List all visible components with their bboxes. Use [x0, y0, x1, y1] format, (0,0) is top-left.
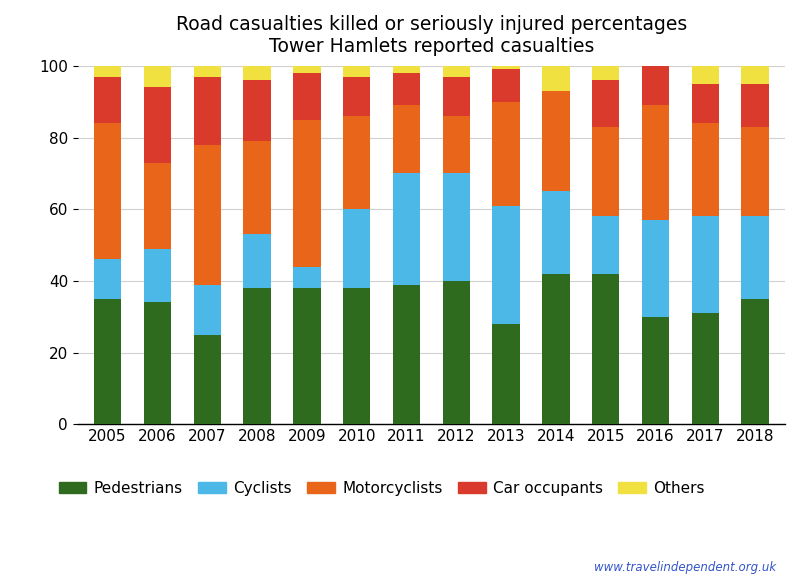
- Bar: [94, 123, 122, 259]
- Bar: [343, 66, 370, 77]
- Bar: [692, 313, 719, 425]
- Bar: [293, 119, 321, 267]
- Title: Road casualties killed or seriously injured percentages
Tower Hamlets reported c: Road casualties killed or seriously inju…: [176, 15, 687, 56]
- Bar: [692, 123, 719, 216]
- Bar: [542, 91, 570, 191]
- Text: www.travelindependent.org.uk: www.travelindependent.org.uk: [594, 561, 776, 574]
- Bar: [293, 267, 321, 288]
- Bar: [492, 70, 520, 101]
- Bar: [94, 77, 122, 123]
- Bar: [642, 220, 669, 317]
- Bar: [742, 299, 769, 425]
- Bar: [592, 127, 619, 216]
- Bar: [393, 66, 420, 73]
- Bar: [94, 259, 122, 299]
- Bar: [492, 324, 520, 425]
- Bar: [742, 216, 769, 299]
- Bar: [343, 77, 370, 116]
- Bar: [144, 249, 171, 303]
- Bar: [642, 106, 669, 220]
- Bar: [692, 84, 719, 123]
- Bar: [393, 73, 420, 106]
- Bar: [194, 145, 221, 285]
- Bar: [492, 66, 520, 70]
- Bar: [742, 66, 769, 84]
- Bar: [194, 66, 221, 77]
- Bar: [343, 116, 370, 209]
- Bar: [492, 102, 520, 206]
- Bar: [692, 66, 719, 84]
- Bar: [144, 66, 171, 88]
- Bar: [442, 281, 470, 425]
- Bar: [393, 285, 420, 425]
- Bar: [642, 317, 669, 425]
- Bar: [442, 77, 470, 116]
- Bar: [194, 335, 221, 425]
- Bar: [742, 84, 769, 127]
- Bar: [442, 173, 470, 281]
- Bar: [243, 141, 270, 234]
- Bar: [442, 116, 470, 173]
- Bar: [542, 274, 570, 425]
- Bar: [243, 234, 270, 288]
- Bar: [94, 299, 122, 425]
- Bar: [642, 66, 669, 106]
- Bar: [243, 66, 270, 80]
- Bar: [293, 66, 321, 73]
- Bar: [393, 106, 420, 173]
- Bar: [393, 173, 420, 285]
- Bar: [343, 288, 370, 425]
- Bar: [542, 191, 570, 274]
- Bar: [94, 66, 122, 77]
- Bar: [194, 77, 221, 145]
- Bar: [194, 285, 221, 335]
- Bar: [144, 162, 171, 249]
- Bar: [542, 66, 570, 91]
- Bar: [692, 216, 719, 313]
- Bar: [592, 274, 619, 425]
- Bar: [144, 303, 171, 425]
- Bar: [293, 73, 321, 119]
- Bar: [243, 80, 270, 141]
- Bar: [592, 216, 619, 274]
- Bar: [592, 66, 619, 80]
- Bar: [492, 206, 520, 324]
- Bar: [442, 66, 470, 77]
- Bar: [742, 127, 769, 216]
- Legend: Pedestrians, Cyclists, Motorcyclists, Car occupants, Others: Pedestrians, Cyclists, Motorcyclists, Ca…: [53, 475, 711, 502]
- Bar: [343, 209, 370, 288]
- Bar: [144, 88, 171, 162]
- Bar: [592, 80, 619, 127]
- Bar: [243, 288, 270, 425]
- Bar: [293, 288, 321, 425]
